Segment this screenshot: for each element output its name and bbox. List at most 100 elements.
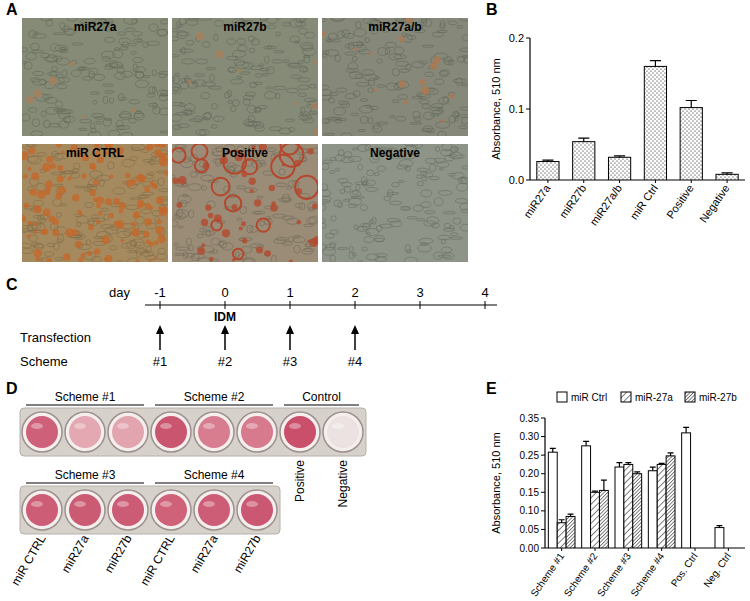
cell-texture [248,122,261,126]
cell-texture [450,233,458,236]
cell-texture [133,32,143,36]
well-shine [203,423,215,429]
lipid-droplet [310,238,319,247]
cell-texture [374,238,384,242]
cell-texture [350,191,361,197]
cell-texture [421,190,432,197]
cell-texture [452,112,458,118]
cell-texture [179,103,185,107]
y-axis-label: Absorbance, 510 nm [490,432,502,534]
error-bar [722,173,733,174]
cell-texture [205,112,212,119]
well-rim [108,490,148,530]
cell-texture [237,76,242,78]
cell-texture [432,32,443,37]
cell-texture [334,200,342,207]
cell-texture [109,98,113,103]
bar [715,528,724,548]
cell-texture [214,34,218,41]
cell-texture [331,18,344,20]
cell-texture [172,55,179,57]
lipid-droplet [269,185,275,191]
well [327,416,359,448]
cell-texture [109,246,117,250]
x-tick [655,180,656,183]
cell-texture [450,237,463,239]
cell-texture [404,257,417,262]
cell-texture [135,242,145,248]
cell-texture [201,92,210,98]
lipid-droplet [312,203,318,209]
cell-texture [124,18,137,24]
lipid-droplet [63,253,70,260]
x-tick [728,548,729,551]
x-tick-label: Neg. Ctrl [701,551,733,590]
y-tick [541,455,545,456]
lipid-droplet [159,207,168,216]
lipid-droplet [311,102,318,109]
cell-texture [305,32,315,38]
cell-texture [322,18,326,22]
cell-texture [443,253,454,260]
cell-texture [96,121,102,124]
cell-texture [55,45,68,51]
lipid-droplet [249,178,256,185]
cell-texture [440,71,449,77]
cell-texture [60,110,73,114]
cell-texture [294,245,301,253]
cell-texture [396,61,409,66]
cell-texture [435,79,444,84]
cell-texture [128,258,139,262]
cell-texture [439,168,443,170]
y-tick [541,473,545,474]
timeline-tick [160,301,161,309]
cell-texture [51,172,64,175]
cell-texture [60,23,65,30]
well-rim [151,412,191,452]
lipid-droplet [419,79,425,85]
cell-texture [462,84,469,86]
lipid-droplet [109,175,113,179]
cell-texture [308,202,319,210]
cell-texture [414,116,421,121]
cell-texture [210,75,215,82]
error-bar [614,156,625,157]
lipid-droplet [399,81,406,88]
cell-texture [266,87,272,89]
cell-texture [457,26,463,29]
cell-texture [93,100,97,104]
cell-texture [33,244,44,248]
cell-texture [348,63,358,71]
cell-texture [159,73,167,78]
cell-texture [153,107,161,115]
cell-texture [152,70,156,76]
panel-label: A [6,1,18,18]
cell-texture [455,112,459,117]
cell-texture [374,77,379,80]
cell-texture [376,254,388,257]
cell-texture [176,247,190,250]
cell-texture [438,235,450,240]
micrograph [322,18,468,136]
cell-texture [276,32,280,36]
image-label: Positive [222,146,268,160]
micrograph-bg [22,18,168,136]
cell-texture [113,188,125,195]
bar [666,456,675,548]
cell-texture [274,239,287,243]
lipid-droplet [57,176,64,183]
cell-texture [22,225,33,231]
lipid-droplet [270,204,277,211]
cell-texture [186,238,191,245]
cell-texture [419,61,427,64]
cell-texture [269,127,282,131]
panel-label: E [486,380,497,397]
cell-texture [335,168,340,171]
cell-texture [58,121,69,128]
cell-texture [353,90,360,96]
cell-texture [430,114,439,116]
cell-texture [444,57,452,65]
cell-texture [252,212,261,214]
micrograph-bg [322,18,468,136]
image-label: miR27b [223,20,266,34]
